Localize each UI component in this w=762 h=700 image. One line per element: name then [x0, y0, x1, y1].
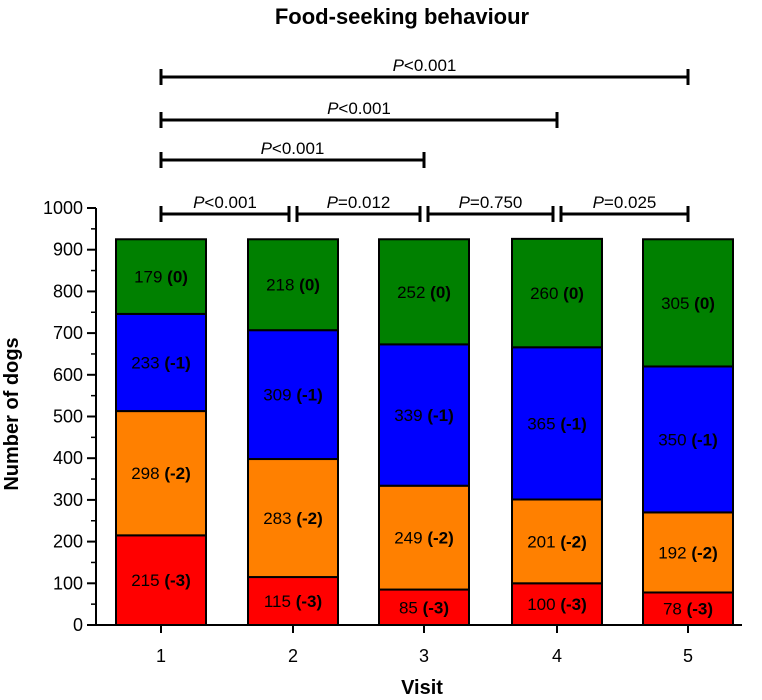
bar-segment [378, 343, 470, 487]
bar-segment [642, 511, 734, 594]
x-tick-label: 3 [419, 646, 429, 666]
bar-segment-label: 309 (-1) [263, 386, 323, 405]
bar-segment-label: 85 (-3) [399, 598, 449, 617]
axes-layer: 0 100 200 300 400 500 600 700 800 900 1000 1 2 3 4 5 [43, 198, 742, 666]
y-axis-label: Number of dogs [1, 337, 23, 490]
bar-segment [511, 237, 603, 349]
bar-segment-label: 115 (-3) [264, 592, 322, 611]
bar-stack-visit-3: 85 (-3) 249 (-2) 339 (-1) 252 (0) [378, 238, 470, 626]
y-tick-label: 900 [53, 240, 83, 260]
y-tick-label: 700 [53, 323, 83, 343]
bar-segment [247, 329, 339, 461]
bar-segment-label: 252 (0) [397, 283, 451, 302]
x-tick-label: 4 [552, 646, 562, 666]
bar-segment-label: 215 (-3) [131, 571, 191, 590]
bar-stack-visit-1: 215 (-3) 298 (-2) 233 (-1) 179 (0) [115, 238, 207, 626]
bar-segment-label: 100 (-3) [527, 595, 587, 614]
comparison-bracket-2-3: P=0.012 [295, 193, 422, 222]
y-tick-label: 600 [53, 365, 83, 385]
x-tick-label: 5 [683, 646, 693, 666]
bar-segment-label: 365 (-1) [527, 414, 587, 433]
bar-stack-visit-4: 100 (-3) 201 (-2) 365 (-1) 260 (0) [511, 237, 603, 626]
y-tick-label: 100 [53, 573, 83, 593]
p-value-label: P=0.012 [327, 193, 391, 212]
y-tick-label: 0 [73, 615, 83, 635]
bar-segment-label: 350 (-1) [658, 430, 718, 449]
chart-title: Food-seeking behaviour [275, 4, 530, 29]
y-tick-label: 500 [53, 407, 83, 427]
p-value-label: P<0.001 [327, 99, 391, 118]
bar-segment-label: 218 (0) [266, 276, 320, 295]
bar-segment [115, 534, 207, 626]
bar-segment-label: 283 (-2) [263, 509, 323, 528]
bar-segment-label: 192 (-2) [658, 543, 718, 562]
p-value-label: P=0.750 [459, 193, 523, 212]
x-tick-label: 1 [156, 646, 166, 666]
bar-stack-visit-2: 115 (-3) 283 (-2) 309 (-1) 218 (0) [247, 238, 339, 626]
bar-segment-label: 339 (-1) [394, 406, 454, 425]
bar-segment-label: 298 (-2) [131, 464, 191, 483]
bar-segment [247, 458, 339, 579]
significance-brackets: P<0.001 P=0.012 P=0.750 P=0.025 P<0.001 P<0.0… [159, 56, 690, 222]
y-tick-label: 800 [53, 281, 83, 301]
bar-stack-visit-5: 78 (-3) 192 (-2) 350 (-1) 305 (0) [642, 238, 734, 626]
bar-segment-label: 233 (-1) [131, 353, 191, 372]
y-tick-label: 300 [53, 490, 83, 510]
p-value-label: P=0.025 [593, 193, 657, 212]
comparison-bracket-1-2: P<0.001 [159, 193, 291, 222]
bar-segment-label: 249 (-2) [394, 529, 454, 548]
x-tick-label: 2 [288, 646, 298, 666]
bar-segment [247, 238, 339, 332]
bar-segment-label: 305 (0) [661, 294, 715, 313]
bar-segment-label: 201 (-2) [527, 532, 587, 551]
p-value-label: P<0.001 [261, 139, 325, 158]
p-value-label: P<0.001 [193, 193, 257, 212]
bar-segment [511, 346, 603, 501]
comparison-bracket-1-4: P<0.001 [159, 99, 559, 128]
bar-segment [115, 410, 207, 537]
y-tick-label: 400 [53, 448, 83, 468]
comparison-bracket-3-4: P=0.750 [426, 193, 555, 222]
x-axis-label: Visit [401, 677, 443, 699]
comparison-bracket-1-3: P<0.001 [159, 139, 426, 168]
bar-segment-label: 78 (-3) [663, 600, 713, 619]
bar-segment [378, 238, 470, 346]
comparison-bracket-1-5: P<0.001 [159, 56, 690, 85]
bar-segment [642, 238, 734, 368]
bar-segment [115, 238, 207, 315]
bar-segment [642, 365, 734, 514]
bar-segment-label: 179 (0) [134, 268, 188, 287]
y-tick-label: 200 [53, 532, 83, 552]
bar-segment [642, 591, 734, 626]
bar-segment-label: 260 (0) [530, 284, 584, 303]
bar-segment [378, 484, 470, 591]
p-value-label: P<0.001 [393, 56, 457, 75]
bars-layer: 215 (-3) 298 (-2) 233 (-1) 179 (0) 115 (-3) 2… [115, 237, 734, 626]
comparison-bracket-4-5: P=0.025 [559, 193, 690, 222]
y-tick-label: 1000 [43, 198, 83, 218]
